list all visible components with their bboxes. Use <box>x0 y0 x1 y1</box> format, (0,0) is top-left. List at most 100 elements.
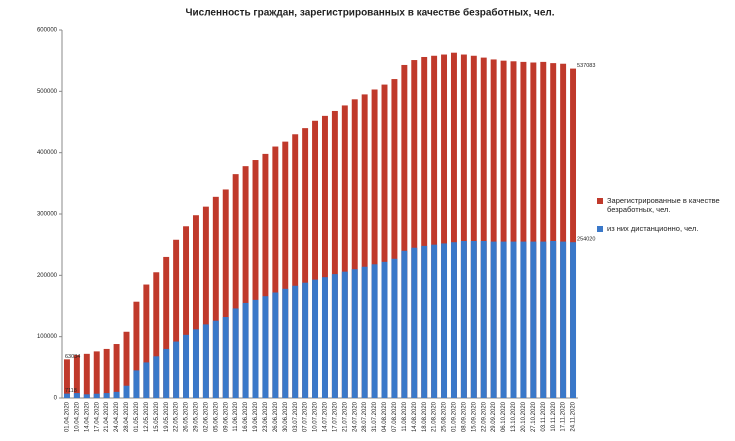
x-tick-label: 15.09.2020 <box>471 401 477 432</box>
x-tick-label: 10.11.2020 <box>551 401 557 431</box>
bar <box>183 334 190 398</box>
legend-item: из них дистанционно, чел. <box>597 224 729 233</box>
x-tick-label: 22.05.2020 <box>174 401 180 432</box>
x-tick-label: 10.04.2020 <box>74 401 80 432</box>
bar <box>312 120 319 399</box>
x-tick-label: 23.06.2020 <box>263 401 269 432</box>
bar <box>401 64 408 399</box>
bar <box>83 394 90 398</box>
bar <box>361 94 368 399</box>
bar <box>450 52 457 399</box>
x-tick-label: 19.06.2020 <box>253 401 259 432</box>
bar <box>490 59 497 398</box>
bar <box>272 292 279 398</box>
x-tick-label: 01.04.2020 <box>65 401 71 432</box>
x-tick-label: 15.05.2020 <box>154 401 160 432</box>
legend: Зарегистрированные в качестве безработны… <box>597 196 729 243</box>
bar <box>570 242 577 398</box>
x-tick-label: 02.06.2020 <box>203 401 209 432</box>
bar <box>153 356 160 398</box>
x-tick-label: 21.08.2020 <box>432 401 438 432</box>
x-tick-label: 18.08.2020 <box>422 401 428 432</box>
bar <box>242 302 249 398</box>
bar <box>421 56 428 399</box>
bar <box>202 324 209 398</box>
bar <box>123 331 130 398</box>
bar <box>83 353 90 398</box>
x-tick-label: 14.04.2020 <box>84 401 90 432</box>
x-tick-label: 19.05.2020 <box>164 401 170 432</box>
x-tick-label: 08.09.2020 <box>461 401 467 432</box>
bar <box>63 393 70 398</box>
bar <box>143 284 150 398</box>
bar <box>480 57 487 398</box>
x-tick-label: 05.06.2020 <box>213 401 219 432</box>
x-tick-label: 17.04.2020 <box>94 401 100 432</box>
y-tick-label: 200000 <box>37 273 58 279</box>
bar <box>242 166 249 398</box>
bar <box>520 61 527 398</box>
bar <box>302 128 309 398</box>
bar <box>500 241 507 398</box>
bar <box>421 245 428 398</box>
bar <box>351 269 358 398</box>
bar <box>232 308 239 398</box>
bar <box>222 189 229 398</box>
bar <box>341 105 348 398</box>
bar <box>262 153 269 398</box>
x-tick-label: 27.10.2020 <box>531 401 537 432</box>
bar <box>212 196 219 398</box>
x-tick-label: 28.07.2020 <box>362 401 368 432</box>
bar <box>550 240 557 398</box>
bar <box>133 301 140 398</box>
bar <box>520 241 527 398</box>
value-label: 537083 <box>577 63 595 69</box>
x-tick-label: 29.09.2020 <box>491 401 497 432</box>
x-tick-label: 07.07.2020 <box>303 401 309 432</box>
bar <box>341 271 348 398</box>
bar <box>480 240 487 398</box>
bar <box>183 226 190 398</box>
legend-label: из них дистанционно, чел. <box>607 224 699 233</box>
y-tick-label: 100000 <box>37 334 58 340</box>
x-tick-label: 26.06.2020 <box>273 401 279 432</box>
x-tick-label: 11.08.2020 <box>402 401 408 431</box>
bar <box>173 239 180 398</box>
y-tick-label: 300000 <box>37 212 58 218</box>
y-tick-label: 400000 <box>37 150 58 156</box>
bar <box>450 242 457 398</box>
bar <box>560 241 567 398</box>
legend-item: Зарегистрированные в качестве безработны… <box>597 196 729 214</box>
x-tick-label: 24.04.2020 <box>114 401 120 432</box>
legend-swatch <box>597 198 603 204</box>
x-tick-label: 07.08.2020 <box>392 401 398 432</box>
bar <box>381 261 388 398</box>
bar <box>510 61 517 398</box>
x-tick-label: 06.10.2020 <box>501 401 507 432</box>
bar <box>173 341 180 398</box>
bar <box>192 329 199 398</box>
bar <box>202 206 209 398</box>
bar <box>540 61 547 398</box>
bar <box>500 60 507 399</box>
bar <box>441 243 448 398</box>
bar <box>351 99 358 398</box>
bar <box>113 391 120 398</box>
x-tick-label: 24.11.2020 <box>571 401 577 431</box>
x-tick-label: 30.06.2020 <box>283 401 289 432</box>
bar <box>302 282 309 398</box>
x-tick-label: 24.07.2020 <box>352 401 358 432</box>
x-tick-label: 04.08.2020 <box>382 401 388 432</box>
value-label: 63034 <box>65 354 80 360</box>
x-tick-label: 11.06.2020 <box>233 401 239 431</box>
bar <box>312 279 319 398</box>
x-tick-label: 03.07.2020 <box>293 401 299 432</box>
bar <box>163 348 170 398</box>
bar <box>371 264 378 398</box>
bar <box>431 55 438 398</box>
bar <box>460 54 467 399</box>
bar <box>73 393 80 398</box>
bar <box>103 393 110 398</box>
chart-title: Численность граждан, зарегистрированных … <box>185 7 554 19</box>
